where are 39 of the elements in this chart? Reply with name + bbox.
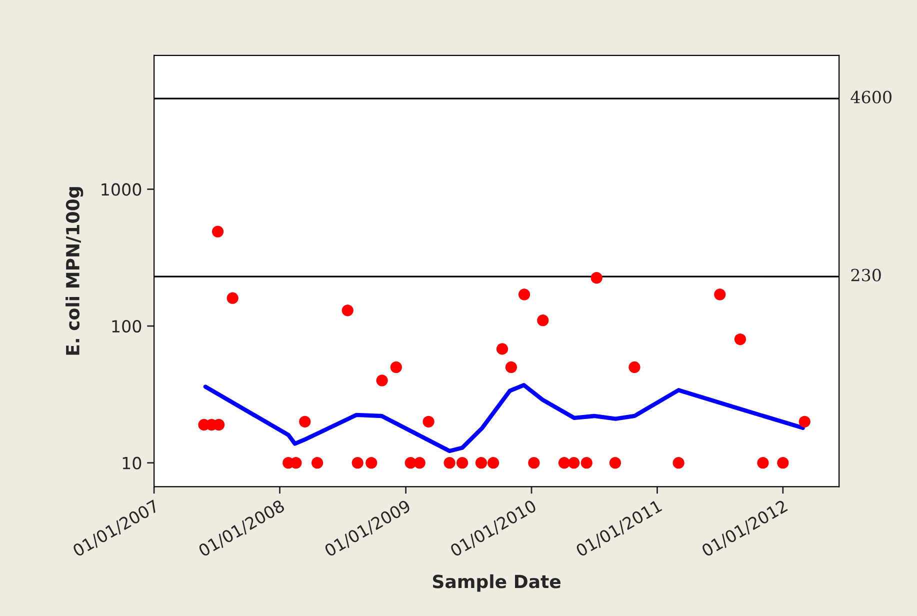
point	[456, 457, 468, 469]
point	[390, 361, 402, 374]
point	[366, 457, 378, 469]
ref-line-label: 4600	[850, 90, 892, 104]
point	[311, 457, 324, 469]
ref-line-label: 230	[851, 268, 881, 282]
y-axis-title: E. coli MPN/100g	[66, 187, 84, 355]
point	[496, 343, 508, 355]
point	[798, 416, 810, 428]
point	[487, 457, 500, 469]
point	[505, 361, 517, 374]
x-axis-title: Sample Date	[433, 574, 561, 592]
point	[212, 226, 224, 238]
point	[475, 457, 488, 469]
point	[376, 374, 388, 386]
point	[672, 457, 684, 469]
point	[422, 416, 434, 428]
point	[714, 288, 726, 300]
point	[734, 333, 746, 346]
point	[537, 314, 549, 326]
point	[528, 457, 540, 469]
point	[580, 457, 592, 469]
point	[352, 457, 364, 469]
point	[757, 457, 769, 469]
point	[590, 272, 602, 284]
point	[609, 457, 622, 469]
point	[568, 457, 580, 469]
y-tick-label: 1000	[102, 183, 142, 196]
point	[299, 416, 311, 428]
point	[342, 304, 354, 316]
point	[226, 292, 238, 304]
point	[558, 457, 570, 469]
point	[777, 457, 789, 469]
point	[414, 457, 426, 469]
y-tick-label: 100	[112, 320, 142, 333]
point	[444, 457, 456, 469]
y-tick-label: 10	[122, 456, 142, 470]
point	[628, 361, 640, 374]
point	[518, 288, 530, 300]
